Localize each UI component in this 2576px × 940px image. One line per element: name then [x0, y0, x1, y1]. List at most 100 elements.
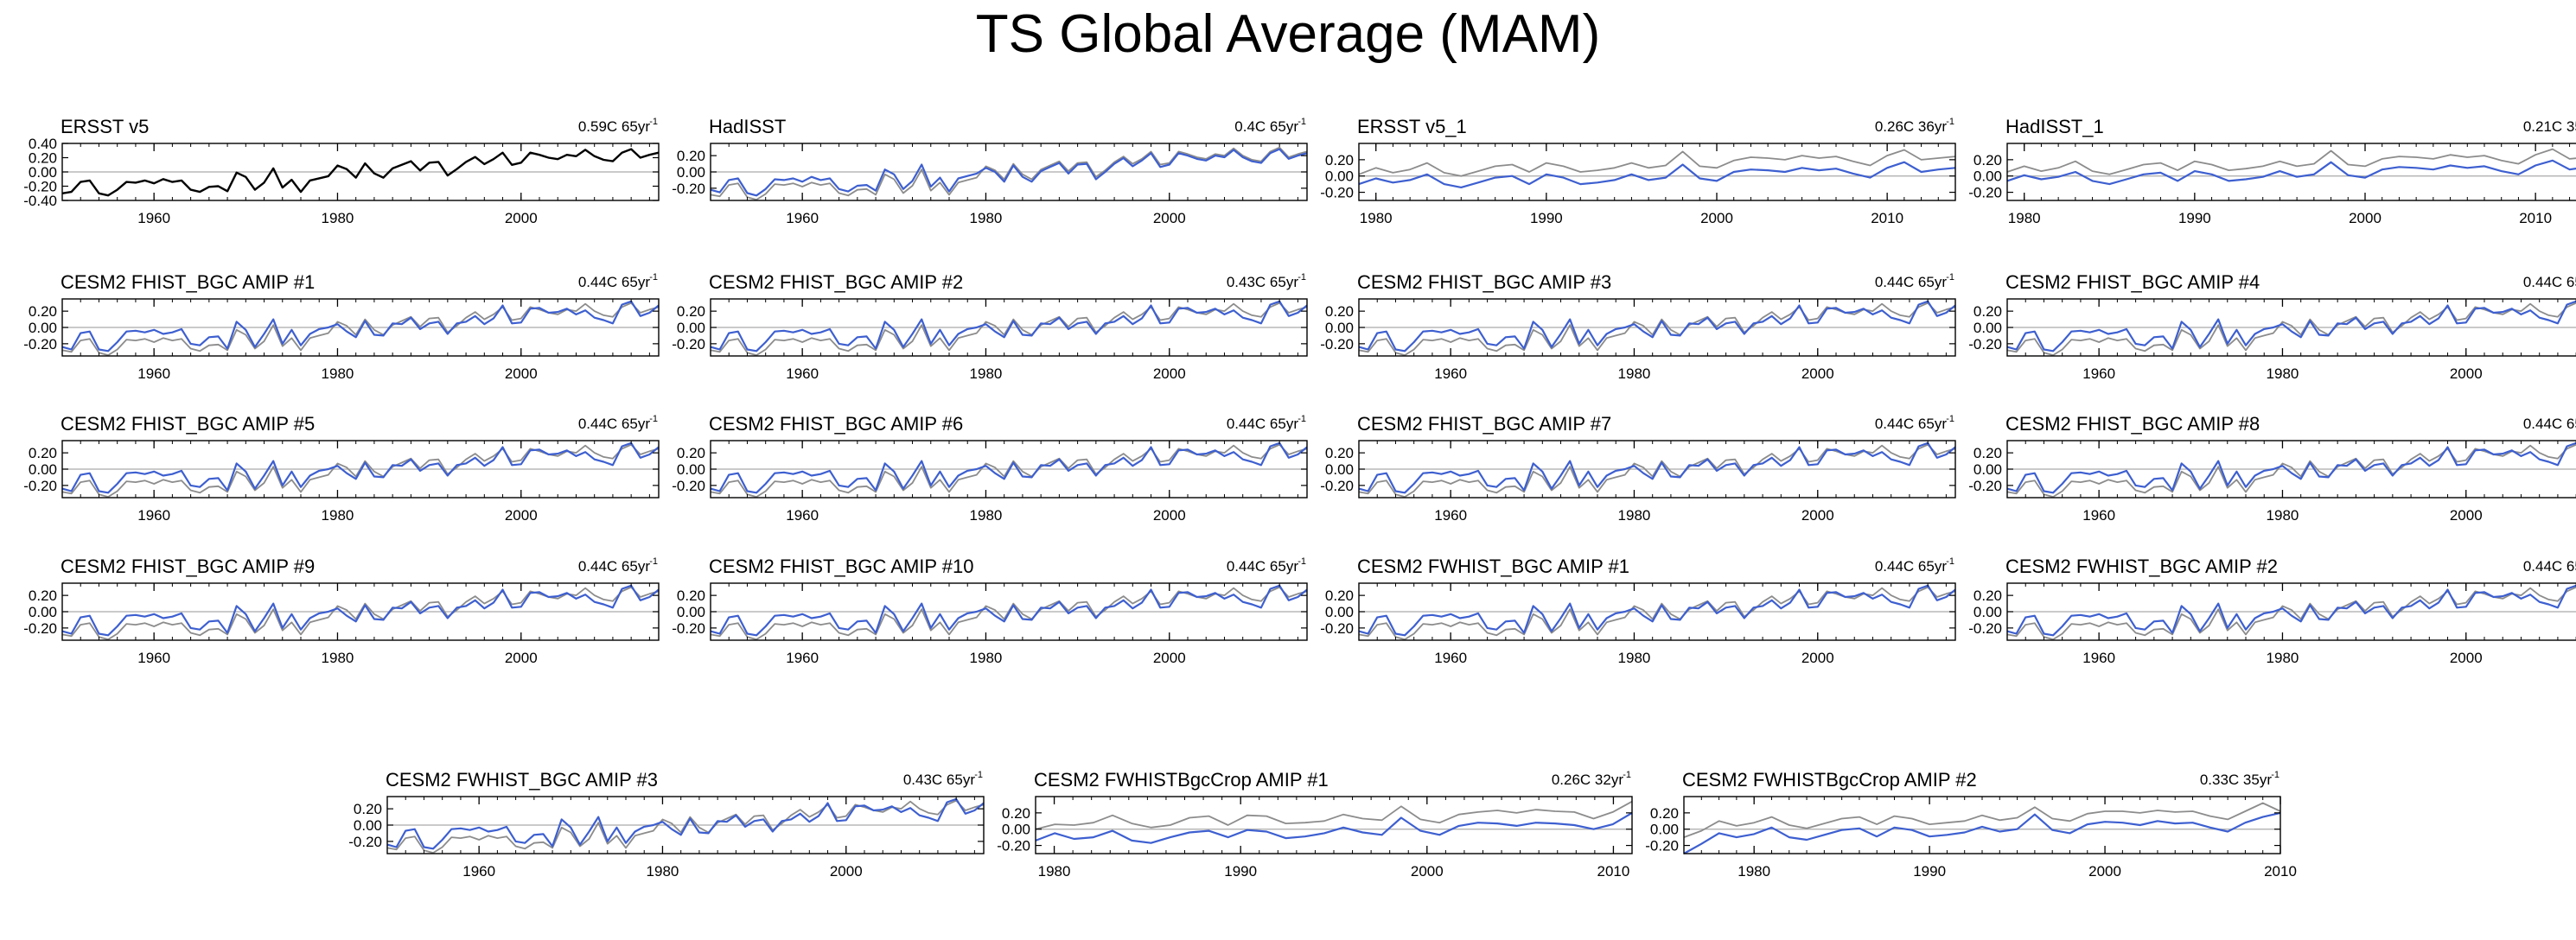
x-tick-label: 1960: [462, 863, 495, 880]
panel-trend: 0.26C 32yr: [1552, 772, 1623, 788]
y-tick-label: 0.00: [29, 320, 57, 336]
x-tick-label: 2010: [2264, 863, 2297, 880]
panel-title: HadISST: [709, 116, 786, 137]
chart-panel: HadISST 0.4C 65yr -1 0.200.00-0.20 1960 1980 2…: [672, 116, 1308, 226]
x-tick-label: 2000: [2450, 507, 2483, 524]
panel-trend-exponent: -1: [1623, 770, 1631, 780]
chart-panel: CESM2 FHIST_BGC AMIP #1 0.44C 65yr -1 0.200…: [23, 271, 660, 382]
panel-trend-exponent: -1: [1298, 117, 1306, 127]
y-tick-label: -0.20: [23, 336, 57, 352]
y-tick-label: 0.20: [677, 303, 705, 320]
reference-series-line: [2006, 148, 2576, 175]
model-series-line: [61, 300, 660, 352]
chart-panel: CESM2 FWHIST_BGC AMIP #3 0.43C 65yr -1 0.20…: [348, 769, 985, 880]
model-series-line: [61, 584, 660, 637]
y-tick-label: 0.00: [1002, 822, 1030, 838]
panel-trend: 0.44C 65yr: [1875, 416, 1947, 432]
y-tick-label: 0.00: [1650, 822, 1679, 838]
y-tick-label: -0.20: [672, 336, 705, 352]
chart-panel: CESM2 FHIST_BGC AMIP #3 0.44C 65yr -1 0.200…: [1320, 271, 1956, 382]
y-tick-label: 0.20: [1973, 445, 2002, 461]
y-tick-label: 0.20: [677, 445, 705, 461]
x-tick-label: 1960: [2082, 365, 2115, 382]
y-tick-label: 0.00: [354, 817, 382, 834]
x-tick-label: 1990: [1913, 863, 1946, 880]
reference-series-line: [710, 302, 1308, 357]
x-tick-label: 2000: [1801, 507, 1834, 524]
panel-title: ERSST v5: [61, 116, 149, 137]
model-series-line: [61, 441, 660, 494]
panel-trend-exponent: -1: [1298, 272, 1306, 283]
x-tick-label: 2000: [1153, 210, 1186, 226]
model-series-line: [710, 300, 1308, 352]
panel-title: CESM2 FHIST_BGC AMIP #9: [61, 556, 315, 577]
y-tick-label: -0.20: [348, 834, 382, 850]
panel-title: CESM2 FHIST_BGC AMIP #7: [1357, 413, 1611, 435]
x-tick-label: 2000: [1411, 863, 1444, 880]
x-tick-label: 1980: [970, 210, 1003, 226]
panel-trend: 0.44C 65yr: [578, 558, 650, 575]
chart-panel: CESM2 FWHIST_BGC AMIP #1 0.44C 65yr -1 0.20…: [1320, 556, 1956, 666]
reference-series-line: [2006, 586, 2576, 640]
chart-panel: CESM2 FHIST_BGC AMIP #6 0.44C 65yr -1 0.200…: [672, 413, 1308, 524]
x-tick-label: 1960: [786, 210, 819, 226]
model-series-line: [1683, 811, 2281, 854]
reference-series-line: [2006, 443, 2576, 498]
reference-series-line: [61, 443, 660, 498]
x-tick-label: 2010: [2519, 210, 2552, 226]
y-tick-label: 0.20: [1973, 303, 2002, 320]
y-tick-label: -0.20: [1320, 620, 1354, 637]
model-series-line: [1358, 441, 1956, 494]
y-tick-label: -0.20: [672, 181, 705, 197]
x-tick-label: 1960: [2082, 507, 2115, 524]
reference-series-line: [710, 443, 1308, 498]
y-tick-label: 0.00: [1973, 604, 2002, 620]
x-tick-label: 1980: [970, 507, 1003, 524]
panel-title: CESM2 FHIST_BGC AMIP #3: [1357, 271, 1611, 293]
x-tick-label: 2000: [1153, 365, 1186, 382]
y-tick-label: 0.40: [29, 136, 57, 152]
x-tick-label: 2000: [1153, 650, 1186, 666]
y-tick-label: 0.20: [1002, 805, 1030, 822]
y-tick-label: -0.20: [1320, 478, 1354, 494]
x-tick-label: 1960: [786, 650, 819, 666]
model-series-line: [710, 148, 1308, 197]
y-tick-label: 0.00: [677, 320, 705, 336]
panel-trend: 0.26C 36yr: [1875, 118, 1947, 135]
model-series-line: [1358, 161, 1956, 188]
chart-panel: CESM2 FHIST_BGC AMIP #80.44C 65yr-10.200…: [1968, 413, 2576, 524]
y-tick-label: -0.20: [23, 620, 57, 637]
x-tick-label: 1960: [137, 210, 170, 226]
y-tick-label: -0.20: [23, 478, 57, 494]
chart-panel: CESM2 FWHISTBgcCrop AMIP #2 0.33C 35yr -1 0…: [1645, 769, 2297, 880]
x-tick-label: 1990: [2178, 210, 2211, 226]
y-tick-label: 0.20: [354, 801, 382, 817]
panel-title: ERSST v5_1: [1357, 116, 1467, 137]
panel-trend-exponent: -1: [649, 556, 658, 567]
panel-trend: 0.44C 65yr: [2523, 416, 2576, 432]
x-tick-label: 1960: [1434, 507, 1467, 524]
panel-title: CESM2 FHIST_BGC AMIP #6: [709, 413, 963, 435]
reference-series-line: [2006, 302, 2576, 357]
y-tick-label: -0.20: [672, 478, 705, 494]
x-tick-label: 2000: [2450, 365, 2483, 382]
panel-trend-exponent: -1: [2271, 770, 2280, 780]
x-tick-label: 2000: [505, 365, 538, 382]
y-tick-label: 0.00: [29, 164, 57, 181]
y-tick-label: 0.20: [1650, 805, 1679, 822]
y-tick-label: 0.00: [677, 164, 705, 181]
x-tick-label: 1960: [786, 507, 819, 524]
reference-series-line: [1358, 302, 1956, 357]
y-tick-label: 0.00: [1973, 461, 2002, 478]
y-tick-label: 0.00: [677, 604, 705, 620]
panel-trend: 0.44C 65yr: [1875, 558, 1947, 575]
model-series-line: [2006, 441, 2576, 494]
y-tick-label: -0.20: [1968, 336, 2002, 352]
y-tick-label: 0.20: [677, 588, 705, 604]
x-tick-label: 1980: [1038, 863, 1071, 880]
x-tick-label: 1980: [1618, 650, 1651, 666]
model-series-line: [2006, 300, 2576, 352]
panel-trend: 0.44C 65yr: [2523, 274, 2576, 290]
x-tick-label: 1960: [2082, 650, 2115, 666]
